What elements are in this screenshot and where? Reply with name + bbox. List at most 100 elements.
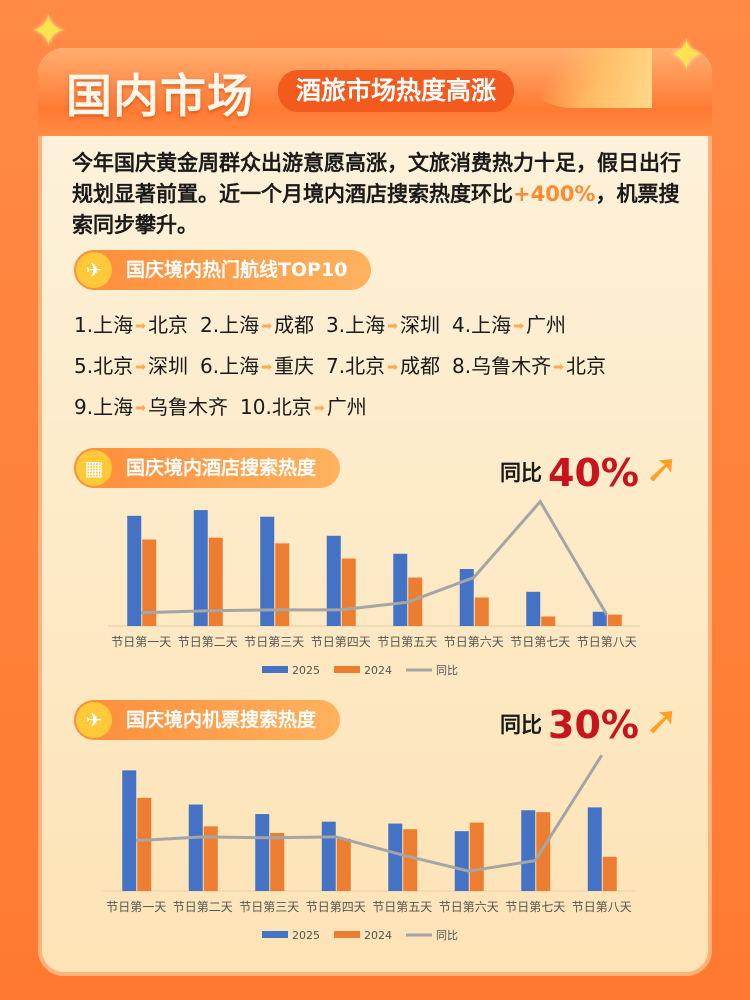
bar-2024 bbox=[341, 558, 356, 626]
bar-2024 bbox=[208, 537, 223, 626]
route-item: 10.北京 ➡ 广州 bbox=[240, 395, 367, 419]
bar-2025 bbox=[521, 810, 536, 891]
route-to: 深圳 bbox=[400, 313, 440, 337]
bar-2025 bbox=[393, 553, 408, 626]
route-item: 2.上海 ➡ 成都 bbox=[200, 313, 314, 337]
route-from: 上海 bbox=[219, 313, 260, 337]
x-tick-label: 节日第六天 bbox=[439, 900, 499, 914]
airplane-icon: ✈ bbox=[76, 252, 112, 288]
arrow-right-icon: ➡ bbox=[135, 360, 146, 375]
hotel-chart: 节日第一天 节日第二天 节日第三天 节日第四天 节日第五天 节日第六天 节日第七天 节日第八天… bbox=[108, 498, 640, 677]
route-to: 北京 bbox=[566, 354, 606, 378]
route-item: 6.上海 ➡ 重庆 bbox=[200, 354, 314, 378]
route-from: 上海 bbox=[93, 395, 134, 419]
route-item: 5.北京 ➡ 深圳 bbox=[74, 354, 188, 378]
arrow-right-icon: ➡ bbox=[261, 319, 272, 334]
x-tick-label: 节日第四天 bbox=[311, 635, 371, 649]
legend-swatch bbox=[334, 666, 360, 673]
bar-2025 bbox=[454, 831, 469, 891]
route-from: 上海 bbox=[471, 313, 512, 337]
route-to: 广州 bbox=[526, 313, 566, 337]
bar-2024 bbox=[536, 812, 551, 891]
bar-2025 bbox=[587, 807, 602, 891]
route-from: 上海 bbox=[219, 354, 260, 378]
x-tick-label: 节日第三天 bbox=[239, 900, 299, 914]
bar-2024 bbox=[408, 577, 423, 626]
bar-2025 bbox=[388, 823, 403, 891]
legend-swatch bbox=[334, 931, 360, 938]
up-arrow-icon: ➚ bbox=[644, 698, 679, 744]
route-row: 5.北京 ➡ 深圳 6.上海 ➡ 重庆 7.北京 ➡ 成都 8.乌鲁木齐 ➡ 北京 bbox=[74, 346, 694, 387]
bar-2025 bbox=[526, 591, 541, 626]
x-tick-label: 节日第六天 bbox=[444, 635, 504, 649]
intro-text: 今年国庆黄金周群众出游意愿高涨，文旅消费热力十足，假日出行规划显著前置。近一个月… bbox=[72, 151, 681, 237]
arrow-right-icon: ➡ bbox=[513, 319, 524, 334]
bar-2025 bbox=[127, 515, 142, 626]
route-item: 7.北京 ➡ 成都 bbox=[326, 354, 440, 378]
flight-section-title: ✈ 国庆境内机票搜索热度 bbox=[74, 700, 341, 740]
x-tick-label: 节日第七天 bbox=[505, 900, 565, 914]
legend-label: 同比 bbox=[436, 929, 458, 942]
route-to: 重庆 bbox=[274, 354, 314, 378]
hotel-section-title: ▦ 国庆境内酒店搜索热度 bbox=[74, 448, 341, 488]
bar-2025 bbox=[592, 611, 607, 626]
up-arrow-icon: ➚ bbox=[644, 446, 679, 492]
routes-section-title: ✈ 国庆境内热门航线TOP10 bbox=[74, 250, 372, 290]
flight-yoy: 同比 30% ➚ bbox=[500, 698, 679, 747]
arrow-right-icon: ➡ bbox=[313, 401, 325, 416]
hotel-icon: ▦ bbox=[76, 450, 112, 486]
bar-2025 bbox=[122, 770, 137, 891]
x-tick-label: 节日第八天 bbox=[572, 900, 632, 914]
route-to: 成都 bbox=[274, 313, 314, 337]
legend-swatch bbox=[262, 931, 288, 938]
legend-label: 同比 bbox=[436, 664, 458, 677]
route-to: 成都 bbox=[400, 354, 440, 378]
x-tick-label: 节日第五天 bbox=[377, 635, 437, 649]
x-tick-label: 节日第二天 bbox=[173, 900, 233, 914]
content-card: 国内市场 酒旅市场热度高涨 今年国庆黄金周群众出游意愿高涨，文旅消费热力十足，假… bbox=[38, 48, 712, 976]
legend-label: 2025 bbox=[292, 929, 320, 942]
highlight-percent: +400% bbox=[513, 182, 596, 206]
routes-list: 1.上海 ➡ 北京 2.上海 ➡ 成都 3.上海 ➡ 深圳 4.上海 ➡ 广州 5.北京 ➡ 深圳 6.上海 ➡… bbox=[74, 305, 694, 428]
x-tick-label: 节日第四天 bbox=[306, 900, 366, 914]
route-to: 乌鲁木齐 bbox=[148, 395, 228, 419]
x-tick-label: 节日第五天 bbox=[372, 900, 432, 914]
bar-2025 bbox=[321, 821, 336, 891]
bar-2024 bbox=[469, 822, 484, 891]
route-from: 北京 bbox=[271, 395, 312, 419]
legend-label: 2024 bbox=[364, 929, 392, 942]
bar-2025 bbox=[260, 516, 275, 626]
arrow-right-icon: ➡ bbox=[387, 319, 398, 334]
bar-2025 bbox=[193, 510, 208, 626]
bar-2024 bbox=[403, 829, 418, 891]
x-tick-label: 节日第二天 bbox=[178, 635, 238, 649]
line-同比 bbox=[136, 754, 604, 873]
bar-2024 bbox=[474, 597, 489, 626]
bar-2025 bbox=[326, 535, 341, 626]
bar-2024 bbox=[602, 856, 617, 891]
arrow-right-icon: ➡ bbox=[135, 401, 146, 416]
route-from: 北京 bbox=[93, 354, 134, 378]
route-from: 上海 bbox=[93, 313, 134, 337]
bar-2024 bbox=[270, 833, 285, 891]
bar-2025 bbox=[255, 814, 270, 891]
swoosh-decoration bbox=[512, 48, 652, 108]
bar-2024 bbox=[137, 797, 152, 891]
route-from: 北京 bbox=[345, 354, 386, 378]
route-row: 1.上海 ➡ 北京 2.上海 ➡ 成都 3.上海 ➡ 深圳 4.上海 ➡ 广州 bbox=[74, 305, 694, 346]
route-from: 上海 bbox=[345, 313, 386, 337]
x-tick-label: 节日第一天 bbox=[111, 635, 171, 649]
hotel-yoy: 同比 40% ➚ bbox=[500, 446, 679, 495]
header: 国内市场 酒旅市场热度高涨 bbox=[38, 48, 712, 136]
bar-2024 bbox=[142, 539, 157, 626]
x-tick-label: 节日第八天 bbox=[577, 635, 637, 649]
star-decoration: ✦ bbox=[668, 30, 705, 81]
arrow-right-icon: ➡ bbox=[553, 360, 564, 375]
bar-2025 bbox=[459, 569, 474, 626]
arrow-right-icon: ➡ bbox=[387, 360, 398, 375]
bar-2024 bbox=[541, 616, 556, 626]
route-to: 深圳 bbox=[148, 354, 188, 378]
route-item: 1.上海 ➡ 北京 bbox=[74, 313, 188, 337]
route-from: 乌鲁木齐 bbox=[471, 354, 552, 378]
line-同比 bbox=[141, 498, 609, 616]
